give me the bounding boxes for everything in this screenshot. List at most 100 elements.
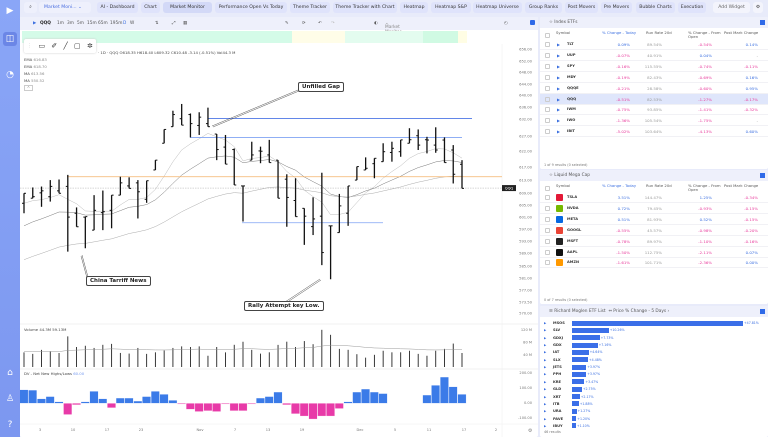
symbol[interactable]: AAPL (567, 249, 578, 254)
etf-symbol[interactable]: PAVE (553, 416, 564, 421)
tab-execution[interactable]: Execution (678, 2, 706, 13)
link-color-button[interactable] (760, 20, 765, 25)
user-icon[interactable]: ♙ (5, 394, 15, 404)
workspace-dropdown[interactable]: Market Moni... ⌄ (39, 2, 91, 13)
tab-pre-movers[interactable]: Pre Movers (601, 2, 632, 13)
etf-symbol[interactable]: IBUY (553, 423, 563, 428)
etf-symbol[interactable]: SLX (553, 357, 561, 362)
symbol[interactable]: AMZN (567, 260, 579, 265)
table-row[interactable]: ▶ SPY -0.16% 115.55% -0.74% -0.11% (540, 61, 768, 72)
table-row[interactable]: ▶ MDY -0.19% 82.43% -0.69% 0.16% (540, 72, 768, 83)
etf-row[interactable]: ▶ ITB +1.88% (540, 401, 768, 408)
timeframe-15m[interactable]: 15m (87, 21, 97, 26)
play-icon[interactable]: ▶ (557, 107, 560, 113)
play-icon[interactable]: ▶ (33, 21, 37, 26)
callout-tool-icon[interactable]: ▢ (74, 42, 81, 50)
table-row[interactable]: ▶ IWM -0.75% 93.85% -1.41% -0.32% (540, 104, 768, 116)
row-checkbox[interactable] (545, 129, 550, 135)
tab-post-movers[interactable]: Post Movers (565, 2, 598, 13)
tab-bubble-charts[interactable]: Bubble Charts (636, 2, 675, 13)
table-row[interactable]: MSFT -0.78% 89.97% -1.10% -0.16% (540, 236, 768, 247)
row-checkbox[interactable] (545, 216, 550, 222)
metric-dropdown[interactable]: Price % Change - 5 Days (613, 309, 667, 314)
symbol[interactable]: IBIT (567, 129, 575, 134)
etf-symbol[interactable]: PPH (553, 372, 562, 377)
play-icon[interactable]: ▶ (544, 365, 547, 370)
annotation-unfilled-gap[interactable]: Unfilled Gap (298, 82, 344, 92)
annotation-rally-attempt[interactable]: Rally Attempt key Low. (244, 301, 324, 311)
etf-symbol[interactable]: ITB (553, 401, 560, 406)
link-color-button[interactable] (760, 173, 765, 178)
row-checkbox[interactable] (545, 74, 550, 80)
column-header[interactable]: Symbol (556, 183, 571, 188)
play-icon[interactable]: ▶ (544, 321, 547, 325)
tab-heatmap[interactable]: Heatmap (400, 2, 428, 13)
symbol[interactable]: IWO (567, 118, 576, 123)
play-icon[interactable]: ▶ (557, 74, 560, 80)
row-checkbox[interactable] (545, 107, 550, 113)
compare-icon[interactable]: ⤢ (172, 21, 176, 26)
search-button[interactable]: ⌕ (24, 2, 37, 13)
play-icon[interactable]: ▶ (557, 118, 560, 124)
row-checkbox[interactable] (545, 249, 550, 255)
etf-row[interactable]: ▶ SLV +10.26% (540, 327, 768, 334)
play-icon[interactable]: ▶ (544, 409, 547, 414)
timeframe-D[interactable]: D (123, 21, 127, 26)
row-checkbox[interactable] (545, 238, 550, 244)
etf-row[interactable]: ▶ URA +1.27% (540, 408, 768, 415)
etf-symbol[interactable]: XRT (553, 394, 561, 399)
symbol[interactable]: NVDA (567, 205, 579, 210)
row-checkbox[interactable] (545, 63, 550, 69)
play-icon[interactable]: ▶ (544, 394, 547, 399)
line-tool-icon[interactable]: ╱ (63, 42, 68, 50)
timeframe-1m[interactable]: 1m (57, 21, 64, 26)
grid-icon[interactable]: ▦ (183, 21, 188, 26)
table-row[interactable]: META 0.51% 81.93% 0.52% -0.15% (540, 214, 768, 225)
column-header[interactable]: Post Mark Change (724, 30, 759, 35)
etf-row[interactable]: ▶ GLD +2.75% (540, 386, 768, 393)
symbol[interactable]: SPY (567, 63, 575, 68)
row-checkbox[interactable] (545, 227, 550, 233)
etf-row[interactable]: ▶ MSOS +47.81% (540, 320, 768, 327)
column-header[interactable]: Run Rate 20d (646, 30, 672, 35)
column-header[interactable]: % Change - Today (602, 183, 637, 188)
etf-symbol[interactable]: IAT (553, 350, 560, 355)
play-icon[interactable]: ▶ (544, 416, 547, 421)
column-header[interactable]: % Change - From Open (688, 183, 721, 192)
symbol[interactable]: GOOGL (567, 227, 582, 232)
price-chart[interactable]: 656.00 652.00 648.00 644.00 640.00 636.00 632.… (20, 17, 538, 437)
help-icon[interactable]: ? (7, 420, 13, 430)
snapshot-icon[interactable]: ◴ (504, 21, 508, 26)
add-widget-button[interactable]: Add Widget (713, 2, 750, 13)
play-icon[interactable]: ▶ (557, 85, 560, 91)
timeframe-3m[interactable]: 3m (67, 21, 74, 26)
link-color-button[interactable] (760, 309, 765, 314)
row-checkbox[interactable] (545, 205, 550, 211)
column-header[interactable]: % Change - From Open (688, 30, 721, 39)
refresh-icon[interactable]: ⟳ (302, 21, 306, 26)
etf-row[interactable]: ▶ SLX +4.48% (540, 357, 768, 364)
tab-chart[interactable]: Chart (141, 2, 160, 13)
play-icon[interactable]: ▶ (557, 129, 560, 135)
symbol[interactable]: TSLA (567, 195, 578, 199)
column-header[interactable]: % Change - Today (602, 30, 637, 35)
rectangle-tool-icon[interactable]: ▭ (38, 42, 46, 50)
table-row[interactable]: GOOGL -0.55% 45.57% -0.98% -0.20% (540, 225, 768, 236)
table-row[interactable]: ▶ QQQ -0.51% 82.53% -1.27% -0.17% (540, 93, 768, 105)
symbol[interactable]: QQQ (567, 96, 577, 101)
play-icon[interactable]: ▶ (544, 343, 547, 348)
table-row[interactable]: ▶ IBIT -5.02% 103.64% -4.13% 0.60% (540, 126, 768, 138)
play-icon[interactable]: ▶ (544, 357, 547, 362)
tab-theme-tracker[interactable]: Theme Tracker (290, 2, 330, 13)
undo-icon[interactable]: ↶ (318, 21, 322, 26)
dashboard-icon[interactable]: ◫ (3, 32, 17, 46)
column-header[interactable]: Post Mark Change (724, 183, 759, 188)
collapse-legend-button[interactable]: ^ (24, 85, 33, 91)
brush-tool-icon[interactable]: ✐ (51, 42, 58, 50)
layout-icon[interactable]: ◐ (374, 21, 378, 26)
etf-row[interactable]: ▶ IBUY +1.10% (540, 423, 768, 430)
etf-row[interactable]: ▶ PAVE +1.20% (540, 416, 768, 423)
tab-heatmap-s-p[interactable]: Heatmap S&P (431, 2, 471, 13)
select-all-checkbox[interactable] (545, 33, 550, 38)
etf-row[interactable]: ▶ GDXJ +7.73% (540, 335, 768, 342)
